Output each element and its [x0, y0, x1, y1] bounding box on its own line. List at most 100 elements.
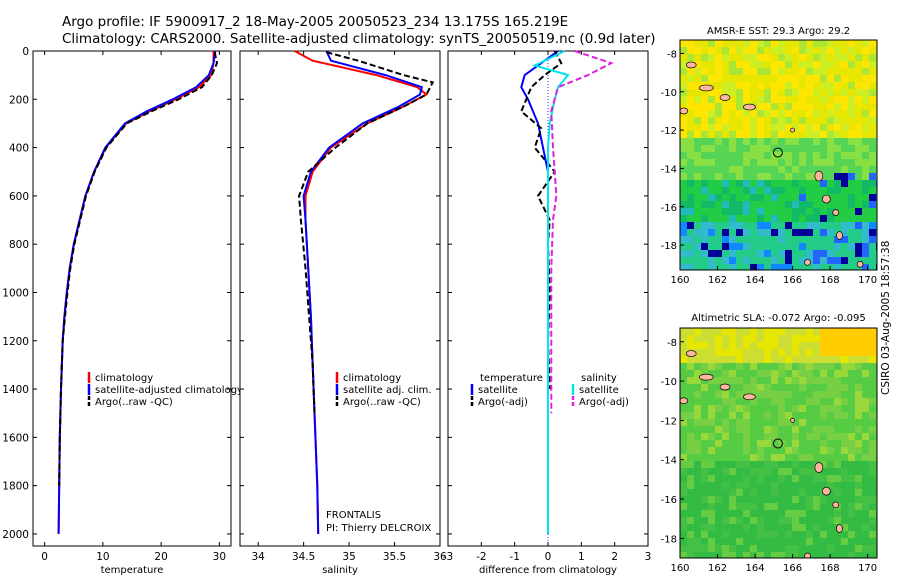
map-cell [694, 257, 701, 264]
map-cell [757, 391, 764, 398]
island-shape [832, 209, 840, 216]
legend-label: salinity [581, 373, 617, 384]
map-cell [778, 131, 785, 138]
map-cell [764, 187, 771, 194]
map-cell [694, 138, 701, 145]
map-cell [743, 187, 750, 194]
map-cell [694, 110, 701, 117]
legend-label: Argo(-adj) [478, 397, 528, 408]
map-cell [841, 482, 848, 489]
map-cell [750, 517, 757, 524]
map-cell [785, 215, 792, 222]
map-title: AMSR-E SST: 29.3 Argo: 29.2 [707, 26, 850, 37]
map-cell [715, 349, 722, 356]
map-cell [757, 496, 764, 503]
map-cell [687, 384, 694, 391]
map-cell [841, 124, 848, 131]
map-cell [736, 328, 743, 335]
map-cell [792, 370, 799, 377]
map-cell [729, 370, 736, 377]
map-cell [680, 356, 687, 363]
map-cell [687, 538, 694, 545]
map-cell [778, 96, 785, 103]
map-cell [680, 243, 687, 250]
map-cell [694, 363, 701, 370]
x-tick-label: 34.5 [292, 551, 315, 563]
map-cell [729, 475, 736, 482]
map-cell [869, 552, 876, 558]
map-cell [757, 356, 764, 363]
map-cell [729, 229, 736, 236]
map-cell [834, 75, 841, 82]
map-cell [757, 75, 764, 82]
map-grid [680, 328, 877, 558]
map-cell [736, 152, 743, 159]
map-cell [862, 482, 869, 489]
map-cell [855, 166, 862, 173]
map-cell [708, 173, 715, 180]
map-cell [778, 222, 785, 229]
map-cell [757, 475, 764, 482]
map-cell [841, 89, 848, 96]
map-cell [834, 391, 841, 398]
map-cell [757, 117, 764, 124]
map-cell [757, 426, 764, 433]
map-cell [750, 496, 757, 503]
map-cell [785, 356, 792, 363]
map-cell [680, 342, 687, 349]
map-cell [855, 187, 862, 194]
map-cell [778, 489, 785, 496]
map-cell [694, 117, 701, 124]
argo-location-marker [772, 147, 783, 158]
map-cell [694, 370, 701, 377]
map-cell [708, 159, 715, 166]
map-cell [785, 173, 792, 180]
map-cell [806, 110, 813, 117]
profile-panel-1: 0 10 20 30020040060080010001200140016001800… [2, 46, 243, 576]
map-cell [750, 201, 757, 208]
map-cell [750, 377, 757, 384]
map-cell [736, 335, 743, 342]
map-cell [680, 531, 687, 538]
map-cell [680, 538, 687, 545]
map-cell [862, 391, 869, 398]
map-cell [701, 398, 708, 405]
map-cell [722, 363, 729, 370]
map-cell [862, 377, 869, 384]
map-cell [743, 208, 750, 215]
map-cell [862, 440, 869, 447]
map-cell [708, 405, 715, 412]
map-cell [722, 173, 729, 180]
map-cell [778, 201, 785, 208]
map-cell [771, 468, 778, 475]
map-cell [743, 440, 750, 447]
map-cell [722, 440, 729, 447]
map-cell [820, 461, 827, 468]
map-cell [778, 328, 785, 335]
map-cell [764, 510, 771, 517]
map-cell [694, 89, 701, 96]
map-cell [736, 475, 743, 482]
map-cell [764, 412, 771, 419]
map-cell [771, 517, 778, 524]
map-cell [799, 510, 806, 517]
map-cell [862, 117, 869, 124]
map-cell [701, 68, 708, 75]
map-cell [708, 201, 715, 208]
map-cell [764, 538, 771, 545]
map-cell [792, 89, 799, 96]
map-cell [799, 335, 806, 342]
map-cell [869, 545, 876, 552]
map-cell [792, 419, 799, 426]
map-cell [785, 194, 792, 201]
map-cell [820, 243, 827, 250]
map-cell [701, 117, 708, 124]
island-shape [698, 373, 714, 381]
map-cell [694, 82, 701, 89]
map-cell [743, 335, 750, 342]
map-cell [820, 433, 827, 440]
map-cell [820, 384, 827, 391]
map-cell [708, 377, 715, 384]
map-cell [715, 454, 722, 461]
map-cell [799, 152, 806, 159]
